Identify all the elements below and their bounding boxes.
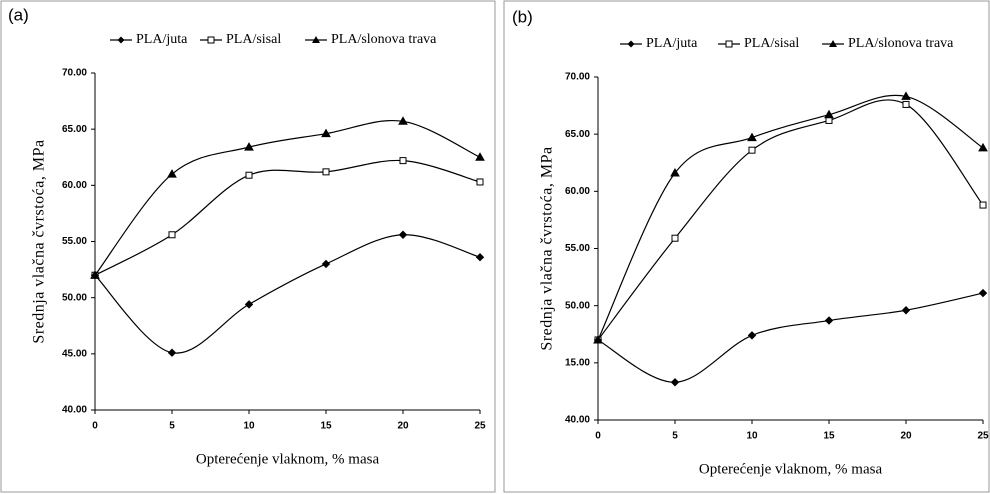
marker <box>475 253 485 262</box>
panel-frame <box>0 0 496 493</box>
legend-marker <box>725 40 733 48</box>
x-tick-label: 20 <box>397 421 409 432</box>
legend-label: PLA/slonova trava <box>331 32 437 47</box>
y-tick-label: 70.00 <box>62 68 87 79</box>
x-tick-label: 0 <box>92 421 98 432</box>
x-tick-label: 10 <box>746 431 758 442</box>
marker <box>824 109 834 119</box>
y-tick-label: 55.00 <box>565 243 590 254</box>
marker <box>244 300 254 309</box>
x-axis-label: Opterećenje vlaknom, % masa <box>196 451 380 467</box>
marker <box>244 142 254 151</box>
legend-marker <box>829 40 837 47</box>
y-tick-label: 50.00 <box>62 292 87 303</box>
series-line <box>597 94 984 341</box>
legend-label: PLA/slonova trava <box>848 36 954 51</box>
x-tick-label: 0 <box>595 431 601 442</box>
legend-label: PLA/sisal <box>226 32 281 47</box>
marker <box>902 100 910 108</box>
marker <box>901 306 911 315</box>
marker <box>475 152 485 161</box>
x-tick-label: 10 <box>243 421 255 432</box>
series-line <box>597 99 984 341</box>
marker <box>901 91 911 100</box>
x-tick-label: 15 <box>823 431 835 442</box>
legend-label: PLA/juta <box>136 32 188 47</box>
panel-label: (b) <box>512 7 533 26</box>
y-axis-label: Srednja vlačna čvrstoća, MPa <box>31 139 48 343</box>
marker <box>398 116 408 125</box>
marker <box>671 234 679 242</box>
marker <box>670 378 680 387</box>
legend-marker <box>627 40 635 48</box>
y-tick-label: 40.00 <box>565 415 590 426</box>
y-tick-label: 60.00 <box>565 186 590 197</box>
marker <box>399 157 407 165</box>
x-tick-label: 20 <box>900 431 912 442</box>
y-tick-label: 70.00 <box>565 72 590 83</box>
marker <box>824 316 834 325</box>
marker <box>593 334 603 344</box>
x-tick-label: 5 <box>672 431 678 442</box>
legend-label: PLA/sisal <box>744 36 799 51</box>
marker <box>167 169 177 178</box>
series-line <box>94 234 481 354</box>
x-tick-label: 5 <box>169 421 175 432</box>
marker <box>978 142 988 152</box>
marker <box>978 288 988 298</box>
marker <box>748 146 756 154</box>
marker <box>747 132 757 142</box>
series-line <box>94 119 481 276</box>
legend-marker <box>207 36 215 44</box>
legend-label: PLA/juta <box>646 36 698 51</box>
marker <box>398 230 408 239</box>
legend-marker <box>117 36 125 44</box>
marker <box>321 128 331 138</box>
marker <box>167 348 177 357</box>
y-tick-label: 65.00 <box>62 124 87 135</box>
legend-marker <box>312 36 320 43</box>
panel-frame <box>503 0 990 493</box>
series-line <box>597 292 984 383</box>
marker <box>825 116 833 124</box>
marker <box>90 270 100 279</box>
panel-label: (a) <box>8 5 29 24</box>
y-tick-label: 45.00 <box>62 348 87 359</box>
y-tick-label: 65.00 <box>565 129 590 140</box>
marker <box>670 168 680 177</box>
y-tick-label: 55.00 <box>62 236 87 247</box>
marker <box>979 201 987 209</box>
marker <box>747 331 757 340</box>
x-tick-label: 25 <box>977 431 989 442</box>
series-line <box>94 159 481 276</box>
marker <box>322 168 330 176</box>
y-tick-label: 60.00 <box>62 180 87 191</box>
marker <box>321 259 331 269</box>
y-tick-label: 50.00 <box>565 300 590 311</box>
marker <box>476 178 484 186</box>
x-axis-label: Opterećenje vlaknom, % masa <box>699 461 883 477</box>
y-tick-label: 40.00 <box>62 405 87 416</box>
marker <box>245 171 253 179</box>
marker <box>168 231 176 239</box>
x-tick-label: 25 <box>474 421 486 432</box>
y-tick-label: 15.00 <box>565 357 590 368</box>
x-tick-label: 15 <box>320 421 332 432</box>
y-axis-label: Srednja vlačna čvrstoća, MPa <box>539 146 556 350</box>
